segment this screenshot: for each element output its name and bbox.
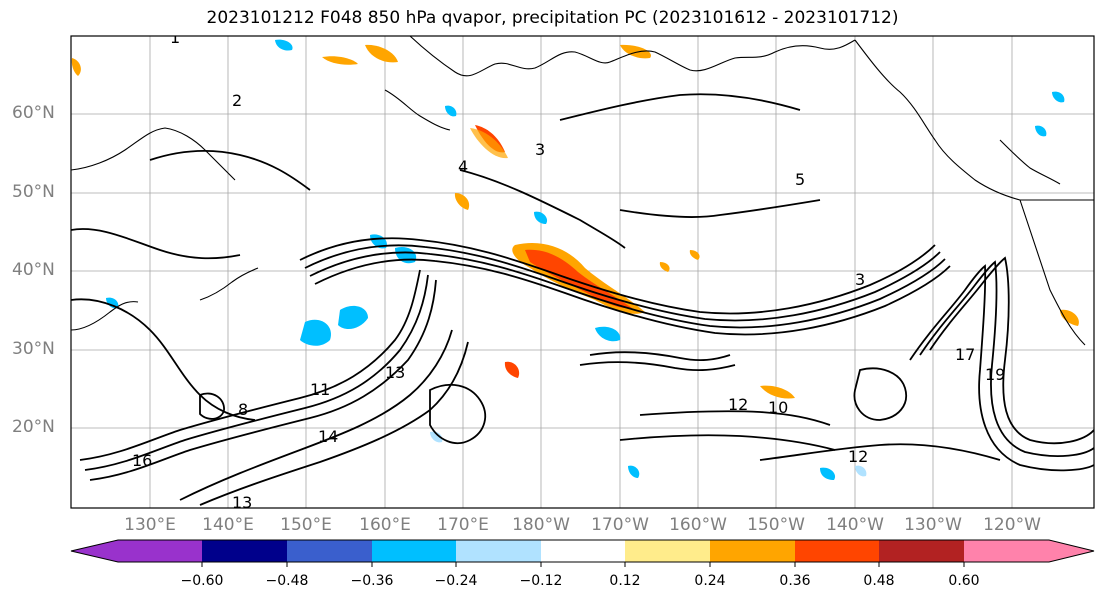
colorbar-tick-label: −0.36 bbox=[350, 573, 394, 589]
lat-label-20n: 20°N bbox=[12, 417, 55, 437]
lon-label-160w: 160°W bbox=[669, 515, 727, 535]
colorbar-tick-label: −0.24 bbox=[434, 573, 478, 589]
qvapor-contours bbox=[71, 93, 1094, 506]
colorbar-extend-low bbox=[71, 540, 118, 562]
contour-label: 10 bbox=[768, 398, 788, 417]
lon-label-170e: 170°E bbox=[437, 515, 489, 535]
coastlines bbox=[71, 36, 1094, 346]
contour-label: 3 bbox=[535, 140, 545, 159]
colorbar-extend-high bbox=[1049, 540, 1094, 562]
colorbar-tick-label: −0.12 bbox=[519, 573, 563, 589]
contour-label: 5 bbox=[795, 170, 805, 189]
contour-label: 2 bbox=[232, 91, 242, 110]
colorbar-tick-label: 0.48 bbox=[863, 573, 895, 589]
lon-label-130w: 130°W bbox=[904, 515, 962, 535]
colorbar-tick-label: 0.60 bbox=[948, 573, 980, 589]
contour-label: 8 bbox=[238, 400, 248, 419]
precip-shading bbox=[71, 39, 1079, 480]
lon-label-150w: 150°W bbox=[747, 515, 805, 535]
colorbar-tick-label: 0.12 bbox=[609, 573, 641, 589]
lon-label-140e: 140°E bbox=[202, 515, 254, 535]
contour-label: 14 bbox=[318, 427, 338, 446]
colorbar-tick-label: −0.48 bbox=[265, 573, 309, 589]
lat-label-30n: 30°N bbox=[12, 339, 55, 359]
contour-label: 19 bbox=[985, 365, 1005, 384]
contour-label: 4 bbox=[458, 157, 468, 176]
lon-label-170w: 170°W bbox=[591, 515, 649, 535]
contour-label: 16 bbox=[132, 451, 152, 470]
contour-labels: 1 2 3 4 5 3 8 10 11 12 13 14 16 17 19 13… bbox=[132, 28, 1005, 512]
lon-label-130e: 130°E bbox=[124, 515, 176, 535]
colorbar-tick-label: −0.60 bbox=[180, 573, 224, 589]
contour-label: 17 bbox=[955, 345, 975, 364]
lon-label-160e: 160°E bbox=[359, 515, 411, 535]
contour-label: 12 bbox=[848, 447, 868, 466]
contour-label: 13 bbox=[385, 363, 405, 382]
contour-label: 13 bbox=[232, 493, 252, 512]
lon-label-150e: 150°E bbox=[280, 515, 332, 535]
contour-label: 1 bbox=[170, 28, 180, 47]
colorbar-tick-label: 0.24 bbox=[694, 573, 726, 589]
map-title: 2023101212 F048 850 hPa qvapor, precipit… bbox=[206, 8, 899, 28]
contour-label: 3 bbox=[855, 270, 865, 289]
lon-label-120w: 120°W bbox=[983, 515, 1041, 535]
colorbar bbox=[70, 539, 1095, 567]
lon-label-180w: 180°W bbox=[512, 515, 570, 535]
lat-label-50n: 50°N bbox=[12, 182, 55, 202]
lat-label-60n: 60°N bbox=[12, 103, 55, 123]
map-frame bbox=[70, 35, 1095, 509]
lat-label-40n: 40°N bbox=[12, 260, 55, 280]
colorbar-tick-label: 0.36 bbox=[779, 573, 811, 589]
contour-label: 12 bbox=[728, 395, 748, 414]
contour-label: 11 bbox=[310, 380, 330, 399]
lon-label-140w: 140°W bbox=[826, 515, 884, 535]
